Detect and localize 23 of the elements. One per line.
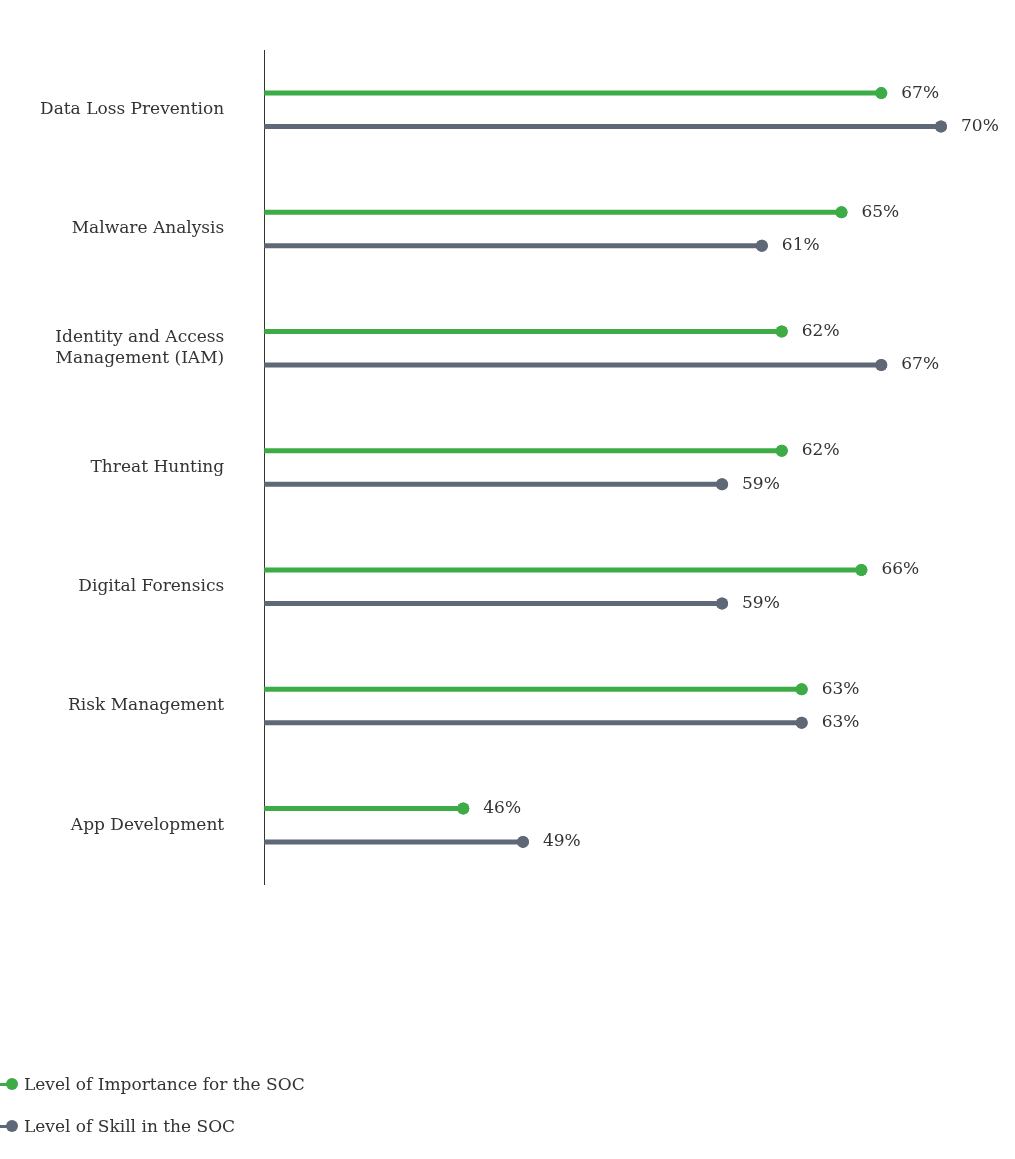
y-tick-label: Data Loss Prevention bbox=[40, 98, 225, 119]
y-tick-label: Malware Analysis bbox=[71, 217, 225, 238]
data-label: 49% bbox=[542, 830, 581, 851]
y-tick-label: Digital Forensics bbox=[78, 575, 225, 596]
legend-label: Level of Importance for the SOC bbox=[24, 1074, 305, 1094]
y-tick-label: App Development bbox=[69, 813, 225, 834]
data-label: 70% bbox=[961, 114, 999, 135]
data-label: 65% bbox=[861, 200, 900, 221]
y-tick-label: Risk Management bbox=[68, 694, 225, 715]
data-label: 62% bbox=[801, 320, 840, 340]
data-label: 66% bbox=[881, 558, 920, 579]
data-label: 59% bbox=[742, 591, 780, 612]
data-label: 62% bbox=[801, 439, 840, 460]
data-label: 46% bbox=[483, 796, 522, 817]
data-label: 67% bbox=[901, 353, 940, 374]
y-tick-label: Identity and Access Management (IAM) bbox=[55, 326, 225, 367]
data-label: 67% bbox=[901, 81, 940, 102]
y-tick-label: Threat Hunting bbox=[90, 455, 225, 476]
data-label: 61% bbox=[781, 234, 820, 255]
data-label: 63% bbox=[821, 711, 860, 732]
data-label: 63% bbox=[821, 677, 860, 698]
data-label: 59% bbox=[742, 472, 780, 493]
legend-label: Level of Skill in the SOC bbox=[24, 1116, 236, 1136]
